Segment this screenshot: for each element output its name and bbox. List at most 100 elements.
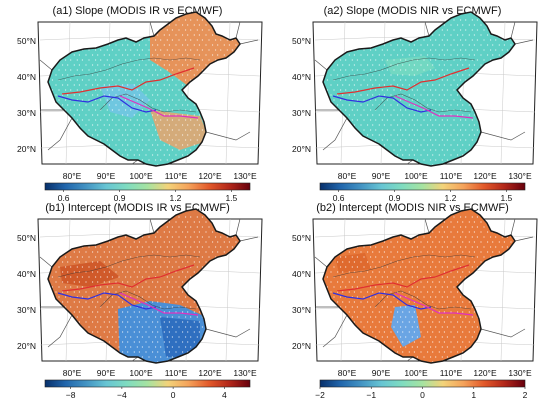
neighbour-borders xyxy=(39,218,259,362)
stipple-dot xyxy=(141,159,143,161)
stipple-dot xyxy=(360,104,362,106)
stipple-dot xyxy=(348,291,350,293)
stipple-dot xyxy=(118,49,120,51)
stipple-dot xyxy=(157,154,159,156)
stipple-dot xyxy=(345,266,347,268)
stipple-dot xyxy=(427,251,429,253)
stipple-dot xyxy=(510,241,512,243)
stipple-dot xyxy=(136,89,138,91)
stipple-dot xyxy=(348,164,350,166)
stipple-dot xyxy=(88,49,90,51)
stipple-dot xyxy=(450,24,452,26)
stipple-dot xyxy=(457,114,459,116)
stipple-dot xyxy=(465,236,467,238)
stipple-dot xyxy=(517,164,518,165)
stipple-dot xyxy=(78,164,80,166)
stipple-dot xyxy=(397,241,399,243)
stipple-dot xyxy=(157,241,159,243)
stipple-dot xyxy=(408,74,410,76)
stipple-dot xyxy=(462,251,464,253)
stipple-dot xyxy=(92,94,94,96)
stipple-dot xyxy=(367,251,369,253)
stipple-dot xyxy=(443,84,445,86)
stipple-dot xyxy=(340,79,342,81)
stipple-dot xyxy=(342,281,344,283)
stipple-dot xyxy=(430,89,432,91)
stipple-dot xyxy=(351,286,353,288)
stipple-dot xyxy=(145,104,147,106)
stipple-dot xyxy=(390,291,392,293)
stipple-dot xyxy=(160,159,162,161)
stipple-dot xyxy=(501,19,503,21)
stipple-dot xyxy=(453,226,455,228)
stipple-dot xyxy=(166,276,168,278)
stipple-dot xyxy=(157,311,159,313)
stipple-dot xyxy=(122,134,124,136)
stipple-dot xyxy=(108,134,110,136)
stipple-dot xyxy=(198,164,200,166)
stipple-dot xyxy=(397,331,399,333)
stipple-dot xyxy=(155,39,157,41)
stipple-dot xyxy=(393,216,395,218)
stipple-dot xyxy=(423,216,425,218)
stipple-dot xyxy=(108,144,110,146)
stipple-dot xyxy=(196,69,198,71)
stipple-dot xyxy=(381,326,383,328)
stipple-dot xyxy=(166,99,168,101)
stipple-dot xyxy=(397,341,399,343)
stipple-dot xyxy=(145,44,147,46)
stipple-dot xyxy=(108,64,110,66)
stipple-dot xyxy=(326,19,328,21)
stipple-dot xyxy=(356,296,358,298)
stipple-dot xyxy=(441,149,443,151)
stipple-dot xyxy=(420,351,422,353)
stipple-dot xyxy=(416,336,418,338)
stipple-dot xyxy=(163,271,165,273)
stipple-dot xyxy=(152,74,154,76)
stipple-dot xyxy=(187,114,189,116)
stipple-dot xyxy=(182,271,184,273)
stipple-dot xyxy=(196,129,198,131)
stipple-dot xyxy=(118,246,120,248)
stipple-dot xyxy=(402,341,404,343)
stipple-dot xyxy=(386,89,388,91)
stipple-dot xyxy=(386,129,388,131)
stipple-dot xyxy=(450,84,452,86)
stipple-dot xyxy=(413,311,415,313)
stipple-dot xyxy=(130,49,132,51)
boundary-red-line xyxy=(61,67,195,95)
stipple-dot xyxy=(95,49,97,51)
boundary-red-line xyxy=(61,264,195,292)
stipple-dot xyxy=(413,164,415,166)
stipple-dot xyxy=(133,134,135,136)
stipple-dot xyxy=(58,216,60,218)
stipple-dot xyxy=(390,94,392,96)
stipple-dot xyxy=(198,34,200,36)
stipple-dot xyxy=(148,316,150,318)
stipple-dot xyxy=(145,301,147,303)
stipple-dot xyxy=(58,99,60,101)
stipple-dot xyxy=(163,64,165,66)
stipple-dot xyxy=(155,236,157,238)
stipple-dot xyxy=(443,291,445,293)
stipple-dot xyxy=(196,316,198,318)
stipple-dot xyxy=(363,109,365,111)
stipple-dot xyxy=(125,99,127,101)
stipple-dot xyxy=(360,94,362,96)
stipple-dot xyxy=(367,261,369,263)
stipple-dot xyxy=(435,89,437,91)
stipple-dot xyxy=(155,149,157,151)
stipple-dot xyxy=(360,164,362,166)
stipple-dot xyxy=(127,74,129,76)
stipple-dot xyxy=(495,39,497,41)
stipple-dot xyxy=(462,114,464,116)
stipple-dot xyxy=(108,311,110,313)
stipple-dot xyxy=(386,286,388,288)
stipple-dot xyxy=(381,109,383,111)
stipple-dot xyxy=(157,54,159,56)
lat-label: 40°N xyxy=(17,269,36,279)
stipple-dot xyxy=(473,114,475,116)
stipple-dot xyxy=(136,216,138,218)
stipple-dot xyxy=(501,236,503,238)
